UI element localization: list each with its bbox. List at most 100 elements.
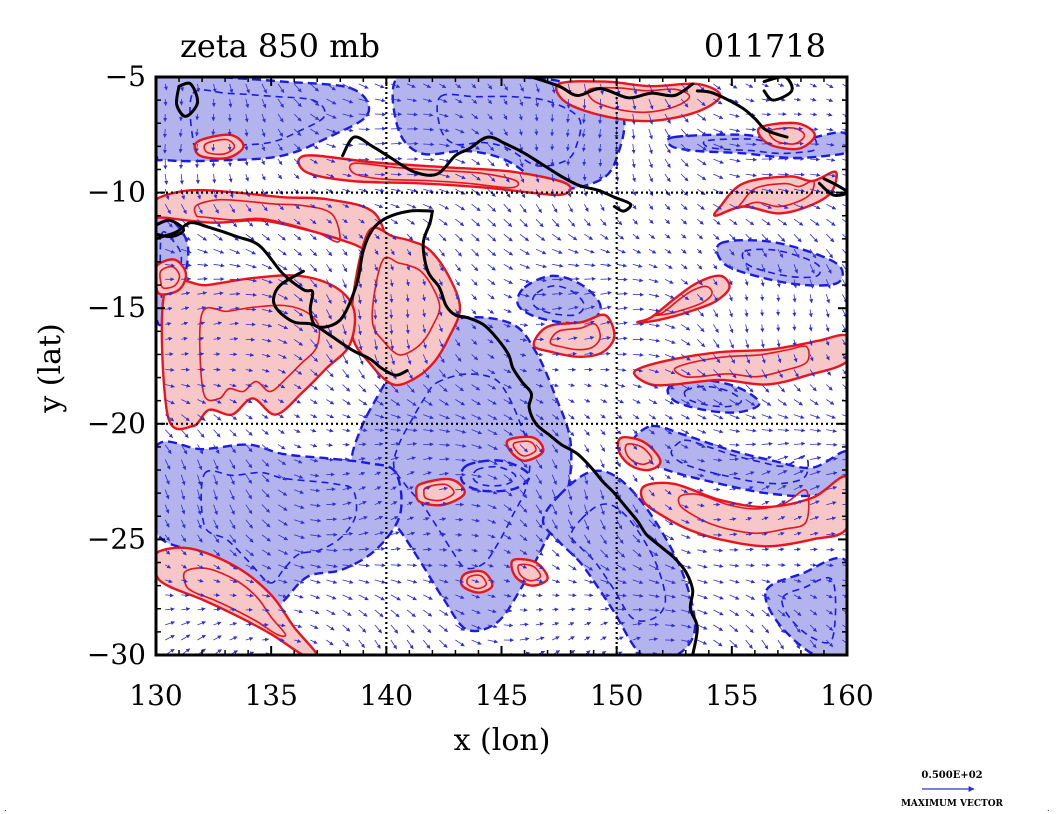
wind-vector: [744, 324, 749, 333]
wind-vector: [310, 264, 318, 272]
wind-vector: [326, 517, 338, 522]
wind-vector: [697, 113, 707, 121]
wind-vector: [567, 489, 573, 501]
wind-vector: [713, 128, 724, 134]
wind-vector: [616, 429, 622, 435]
wind-vector: [503, 593, 512, 598]
wind-vector: [390, 624, 399, 634]
wind-vector: [406, 579, 418, 584]
wind-vector: [455, 203, 465, 211]
positive-region-new-guinea-coast: [555, 80, 722, 123]
wind-vector: [503, 444, 514, 452]
wind-vector: [535, 368, 543, 372]
wind-vector: [390, 203, 400, 209]
wind-vector: [826, 112, 833, 117]
wind-vector: [582, 174, 587, 181]
wind-vector: [197, 414, 206, 421]
wind-vector: [471, 609, 481, 614]
wind-vector: [358, 339, 363, 351]
wind-vector: [294, 534, 305, 539]
wind-vector: [648, 173, 653, 183]
wind-vector: [697, 594, 708, 600]
wind-vector: [552, 593, 560, 598]
wind-vector: [600, 593, 611, 598]
wind-vector: [761, 579, 771, 584]
wind-vector: [503, 263, 514, 270]
wind-vector: [406, 248, 412, 256]
wind-vector: [598, 98, 603, 110]
wind-vector: [310, 399, 318, 405]
wind-vector: [405, 279, 410, 287]
wind-vector: [745, 142, 757, 147]
wind-vector: [519, 248, 530, 255]
wind-vector: [358, 531, 369, 536]
wind-vector: [598, 174, 603, 181]
wind-vector: [487, 113, 493, 120]
wind-vector: [164, 534, 170, 542]
wind-vector: [422, 609, 433, 617]
wind-vector: [664, 293, 675, 299]
wind-vector: [584, 336, 595, 340]
positive-region-inner-coral-sea-east: [737, 179, 816, 209]
wind-vector: [181, 414, 190, 422]
wind-vector: [293, 263, 303, 272]
wind-vector: [631, 128, 636, 140]
wind-vector: [245, 636, 254, 641]
wind-vector: [326, 294, 332, 305]
wind-vector: [261, 368, 270, 373]
wind-vector: [760, 339, 765, 349]
wind-vector: [503, 218, 513, 227]
wind-vector: [374, 98, 386, 103]
wind-vector: [310, 533, 322, 538]
wind-vector: [406, 339, 411, 350]
corner-dot-left: .: [4, 804, 7, 813]
wind-vector: [519, 414, 529, 421]
wind-vector: [487, 278, 496, 286]
wind-vector: [293, 203, 300, 210]
wind-vector: [277, 248, 287, 256]
wind-vector: [632, 459, 638, 467]
wind-vector: [535, 593, 543, 598]
wind-vector: [213, 263, 225, 268]
wind-vector: [326, 203, 333, 208]
wind-vector: [358, 414, 368, 419]
y-tick-label: −10: [87, 176, 146, 209]
wind-vector: [310, 414, 318, 418]
negative-region-inner-north-top: [436, 93, 582, 167]
wind-vector: [632, 429, 638, 435]
wind-vector: [600, 579, 611, 584]
wind-vector: [229, 399, 238, 404]
wind-vector: [342, 624, 351, 632]
wind-vector: [810, 428, 822, 433]
wind-vector: [713, 639, 723, 647]
wind-vector: [358, 501, 367, 506]
wind-vector: [181, 564, 188, 569]
chart-title: zeta 850 mb: [180, 27, 380, 65]
wind-vector: [535, 83, 540, 93]
wind-vector: [776, 294, 781, 302]
wind-vector: [309, 279, 318, 288]
wind-vector: [213, 306, 223, 311]
wind-vector: [552, 367, 560, 372]
wind-vector: [600, 204, 605, 212]
wind-vector: [551, 203, 558, 213]
wind-vector: [565, 128, 570, 138]
wind-vector: [648, 233, 656, 239]
wind-vector: [405, 324, 410, 335]
wind-vector: [197, 321, 206, 326]
wind-vector: [277, 534, 289, 541]
wind-vector: [471, 324, 477, 330]
wind-vector: [664, 354, 676, 360]
wind-vector: [309, 324, 318, 334]
wind-vector: [550, 174, 555, 183]
wind-vector: [277, 98, 284, 108]
wind-vector: [826, 218, 836, 226]
wind-vector: [535, 352, 544, 357]
wind-vector: [664, 474, 671, 480]
wind-vector: [245, 263, 257, 269]
wind-vector: [826, 98, 834, 103]
wind-vector: [390, 233, 397, 240]
wind-vector: [357, 309, 362, 320]
wind-vector: [197, 519, 202, 530]
wind-vector: [632, 489, 638, 499]
